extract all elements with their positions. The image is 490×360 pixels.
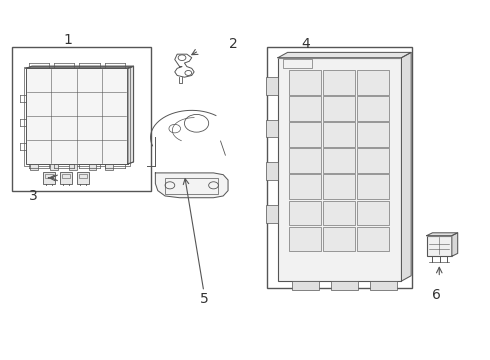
Text: 5: 5	[199, 292, 208, 306]
Bar	[289, 175, 320, 199]
Bar	[26, 68, 128, 164]
Bar	[24, 67, 130, 166]
Text: 2: 2	[228, 36, 237, 50]
Bar	[323, 226, 355, 251]
Bar	[278, 58, 401, 281]
Bar	[357, 175, 390, 199]
Bar	[357, 122, 390, 147]
Bar	[357, 226, 390, 251]
Bar	[45, 174, 53, 178]
Bar	[60, 172, 72, 184]
Bar	[77, 172, 89, 184]
Bar	[331, 281, 358, 290]
Bar	[289, 201, 320, 225]
Bar	[289, 96, 320, 121]
Bar	[43, 172, 54, 184]
Polygon shape	[128, 66, 134, 164]
Text: 6: 6	[432, 288, 441, 302]
Bar	[289, 122, 320, 147]
Bar	[62, 174, 70, 178]
Bar	[323, 201, 355, 225]
Bar	[50, 164, 57, 170]
Bar	[323, 175, 355, 199]
Bar	[105, 164, 113, 170]
Polygon shape	[278, 53, 411, 58]
Bar	[370, 281, 396, 290]
Bar	[427, 236, 452, 256]
Text: 4: 4	[301, 36, 310, 50]
Bar	[266, 162, 278, 180]
Bar	[323, 122, 355, 147]
Bar	[30, 164, 38, 170]
Bar	[289, 70, 320, 95]
Bar	[89, 164, 96, 170]
Bar	[323, 70, 355, 95]
Bar	[79, 174, 87, 178]
Bar	[266, 120, 278, 138]
Bar	[289, 148, 320, 173]
Bar	[69, 164, 77, 170]
Bar	[323, 148, 355, 173]
Bar	[283, 59, 312, 68]
Bar	[357, 70, 390, 95]
Polygon shape	[26, 66, 134, 68]
Text: 3: 3	[28, 189, 37, 203]
Polygon shape	[155, 173, 228, 198]
Bar	[267, 47, 412, 288]
Bar	[357, 96, 390, 121]
Polygon shape	[427, 233, 458, 236]
Bar	[165, 178, 219, 194]
Bar	[293, 281, 319, 290]
Bar	[323, 96, 355, 121]
Text: 1: 1	[64, 33, 73, 47]
Polygon shape	[452, 233, 458, 256]
Bar	[12, 47, 150, 191]
Polygon shape	[401, 53, 411, 281]
Bar	[357, 148, 390, 173]
Bar	[266, 205, 278, 222]
Bar	[266, 77, 278, 95]
Bar	[357, 201, 390, 225]
Bar	[289, 226, 320, 251]
